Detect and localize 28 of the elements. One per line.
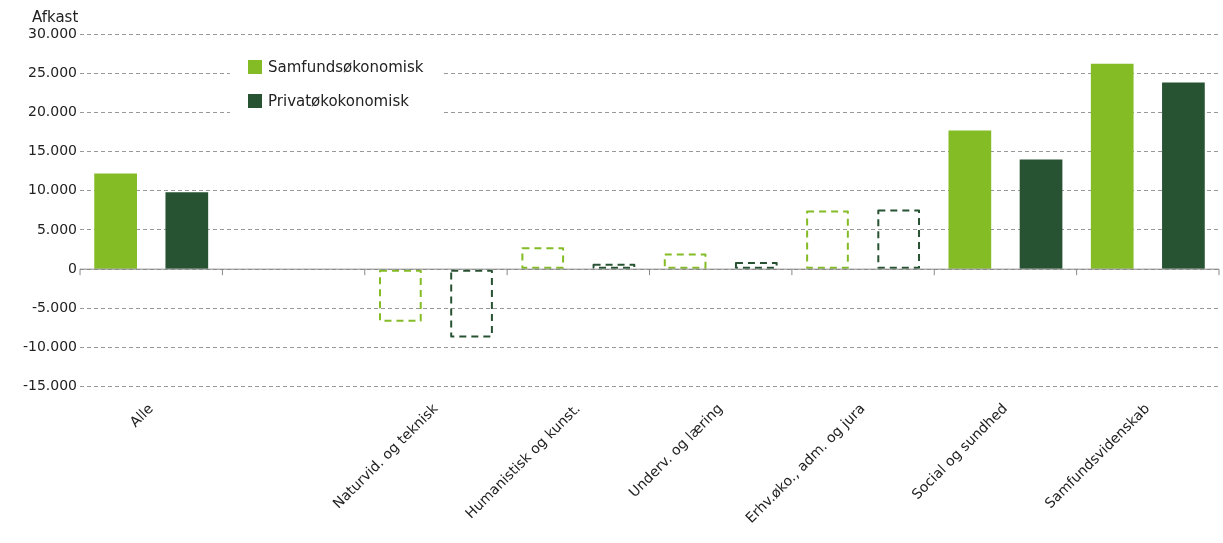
bar [94,173,137,269]
y-tick-label: -10.000 [22,338,78,355]
y-tick-label: 15.000 [28,142,78,159]
y-axis-title: Afkast [32,8,79,26]
bar [1090,63,1134,269]
y-tick-label: -5.000 [31,299,78,316]
legend-label: Samfundsøkonomisk [268,58,424,76]
bar [592,263,636,269]
bar [1162,82,1205,269]
bar [521,247,565,269]
legend-label: Privatøkokonomisk [268,92,409,110]
bar [1019,159,1063,269]
y-tick-label: 20.000 [28,103,78,120]
y-tick-label: 5.000 [36,220,78,237]
bar [734,262,778,269]
bar [877,209,921,269]
y-tick-label: 30.000 [28,24,78,41]
bar [948,130,992,269]
bar [450,269,493,338]
y-tick-label: 25.000 [28,63,78,80]
y-tick-label: 10.000 [28,181,78,198]
bar [663,253,707,269]
bar [806,210,849,269]
bar [165,192,209,269]
y-tick-label: 0 [68,259,78,276]
bar [379,269,422,322]
x-tick-label: Alle [126,400,156,430]
y-tick-label: -15.000 [22,377,78,394]
